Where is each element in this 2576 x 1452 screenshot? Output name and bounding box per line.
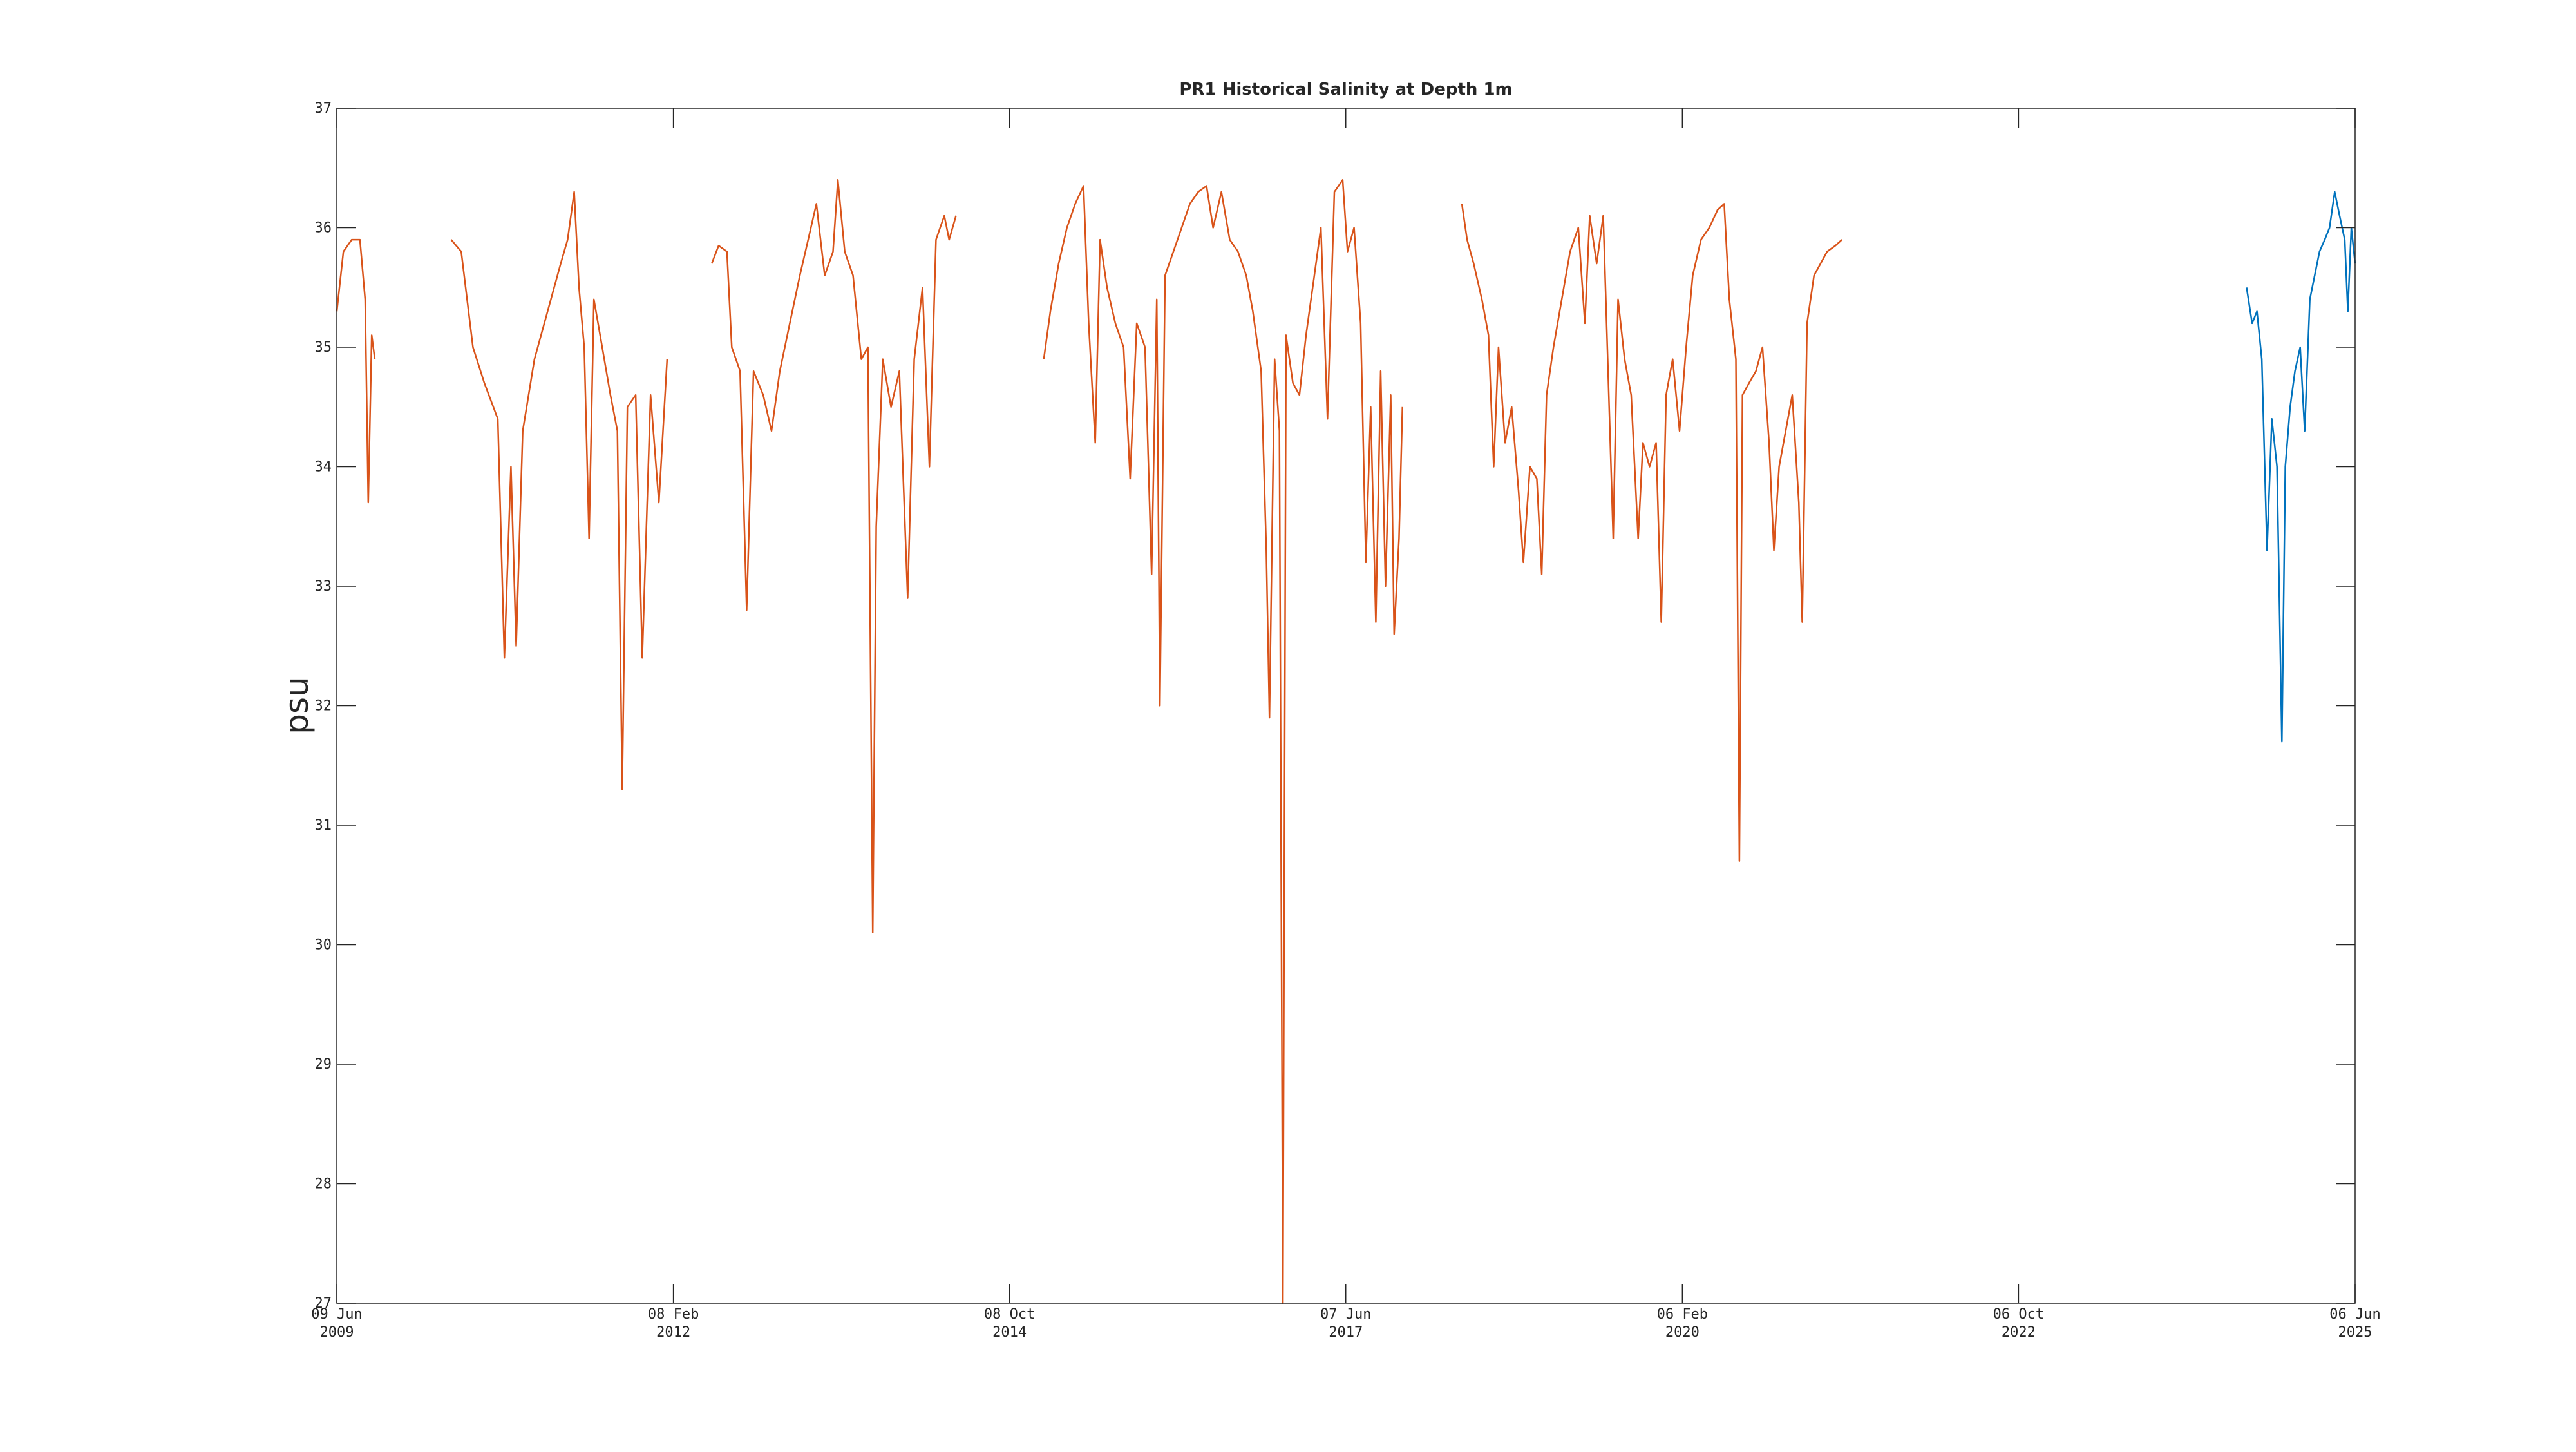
data-line — [336, 179, 1843, 1304]
y-tick-label: 33 — [315, 578, 332, 595]
x-tick-label: 06 Jun — [2329, 1306, 2380, 1323]
x-tick-label: 09 Jun — [311, 1306, 362, 1323]
x-tick-label: 2014 — [992, 1324, 1027, 1341]
y-tick-label: 31 — [315, 817, 332, 834]
x-tick-label: 2025 — [2338, 1324, 2372, 1341]
x-tick-label: 2022 — [2002, 1324, 2036, 1341]
y-tick-label: 36 — [315, 220, 332, 236]
y-tick-label: 28 — [315, 1176, 332, 1192]
y-axis-label: psu — [278, 676, 316, 734]
x-tick-label: 2017 — [1329, 1324, 1363, 1341]
plot-area — [337, 108, 2355, 1303]
y-tick-label: 35 — [315, 339, 332, 356]
y-tick-label: 30 — [315, 937, 332, 953]
y-tick-label: 37 — [315, 100, 332, 117]
x-tick-label: 08 Oct — [984, 1306, 1035, 1323]
y-tick-label: 32 — [315, 698, 332, 714]
x-tick-label: 2009 — [320, 1324, 354, 1341]
plot — [336, 179, 2356, 1304]
x-tick-label: 08 Feb — [648, 1306, 699, 1323]
x-tick-label: 2012 — [656, 1324, 690, 1341]
y-tick-label: 29 — [315, 1056, 332, 1073]
x-tick-label: 2020 — [1665, 1324, 1700, 1341]
y-tick-label: 27 — [315, 1295, 332, 1312]
x-tick-label: 06 Feb — [1657, 1306, 1708, 1323]
chart-title: PR1 Historical Salinity at Depth 1m — [1179, 80, 1512, 99]
y-tick-label: 34 — [315, 459, 332, 475]
x-tick-label: 06 Oct — [1993, 1306, 2044, 1323]
data-line — [2246, 191, 2356, 743]
x-tick-label: 07 Jun — [1320, 1306, 1371, 1323]
